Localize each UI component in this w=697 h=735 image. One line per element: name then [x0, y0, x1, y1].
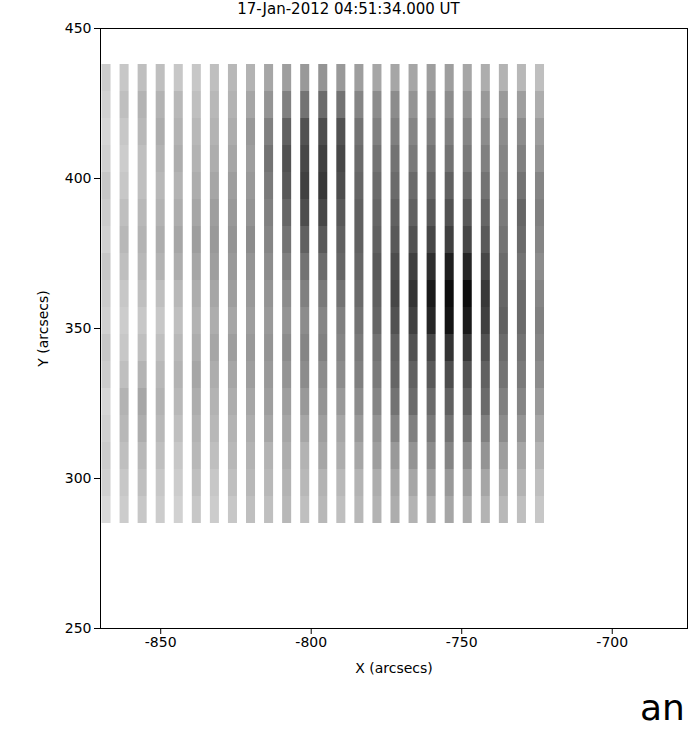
svg-text:450: 450	[65, 20, 92, 36]
svg-text:Y (arcsecs): Y (arcsecs)	[35, 290, 51, 368]
svg-text:-850: -850	[145, 634, 177, 650]
svg-text:400: 400	[65, 170, 92, 186]
svg-text:-700: -700	[596, 634, 628, 650]
svg-text:-800: -800	[295, 634, 327, 650]
svg-text:350: 350	[65, 320, 92, 336]
svg-text:250: 250	[65, 620, 92, 636]
svg-text:X (arcsecs): X (arcsecs)	[355, 660, 433, 676]
html-text:an: an	[640, 687, 685, 728]
svg-text:-750: -750	[446, 634, 478, 650]
html-text:17-Jan-2012 04:51:34.000 UT: 17-Jan-2012 04:51:34.000 UT	[237, 0, 460, 18]
svg-text:300: 300	[65, 470, 92, 486]
